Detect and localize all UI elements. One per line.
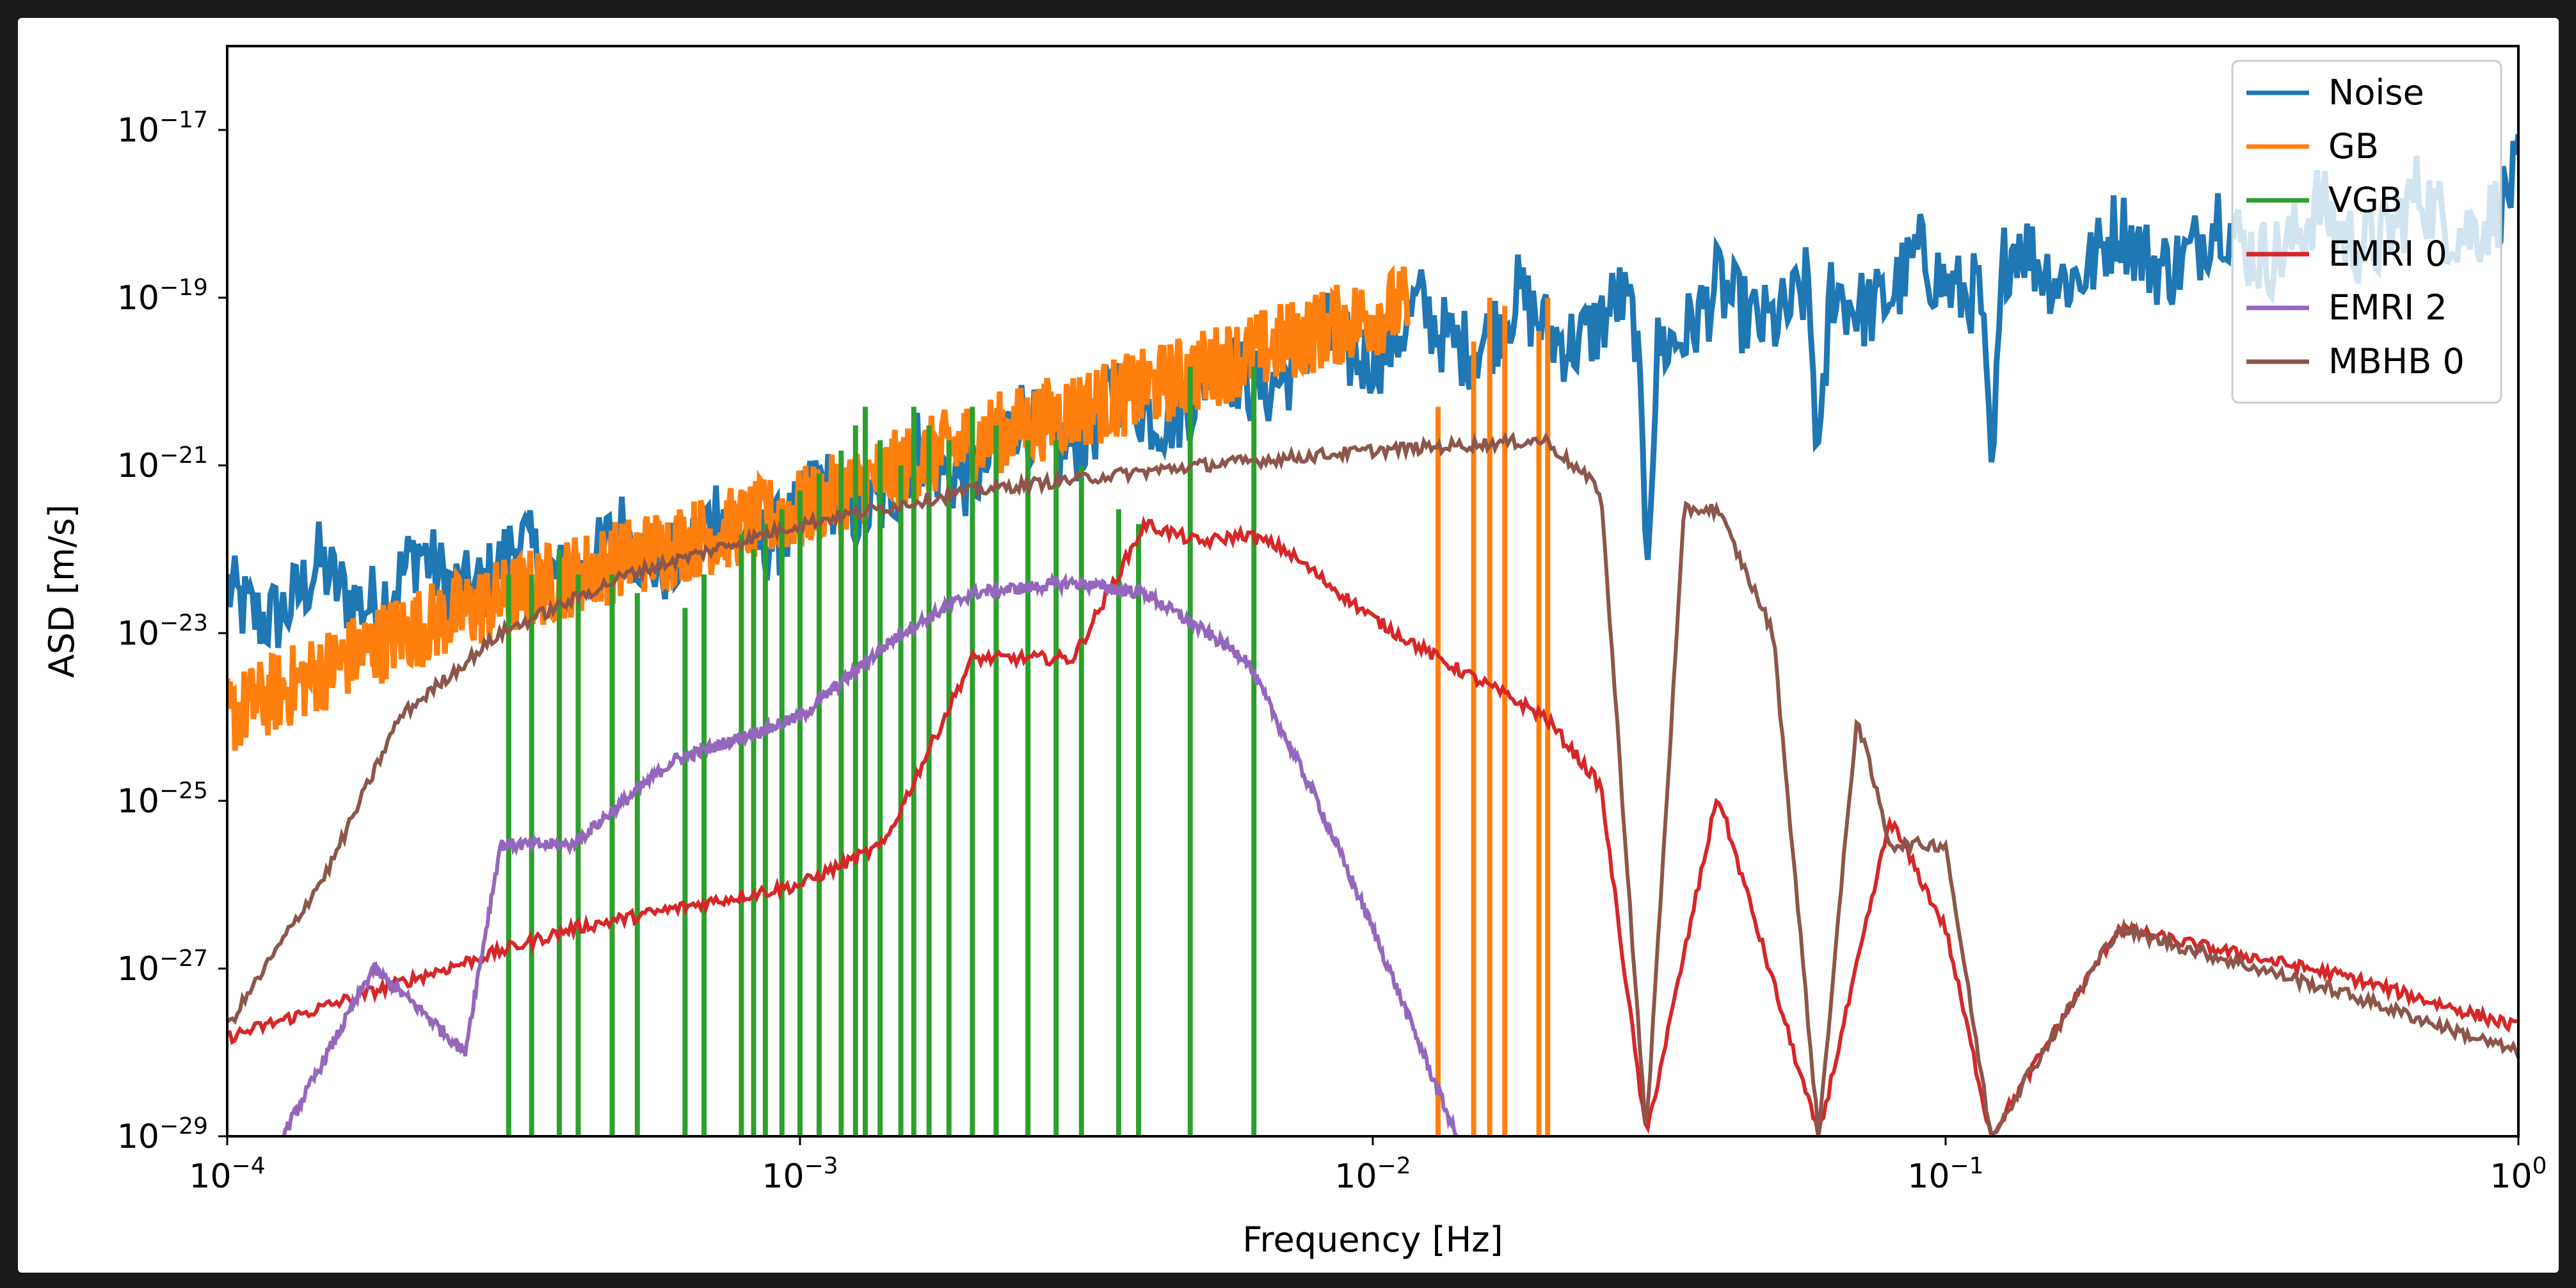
x-tick-label-3: 10−1 [1907,1153,1983,1196]
series-line-emri-2 [282,571,1459,1136]
legend-label-emri-2: EMRI 2 [2328,287,2447,328]
series-noise [227,134,2518,649]
series-layer [227,134,2518,1136]
x-tick-label-4: 100 [2490,1153,2547,1196]
y-tick-label-3: 10−23 [117,610,208,653]
series-line-mbhb-0 [227,431,2518,1136]
legend-label-mbhb-0: MBHB 0 [2328,341,2465,382]
series-line-gb [227,264,1411,751]
x-tick-label-0: 10−4 [189,1153,265,1196]
legend-label-noise: Noise [2328,72,2424,113]
y-axis-label: ASD [m/s] [42,504,82,678]
x-axis-label: Frequency [Hz] [1242,1220,1503,1260]
ticks-layer: 10−4 10−3 10−2 10−1 100 10−29 10−27 10−25 10−23 1… [117,107,2547,1196]
series-line-noise [227,134,2518,649]
y-tick-label-1: 10−27 [117,946,208,988]
x-tick-label-2: 10−2 [1334,1153,1411,1196]
legend-label-vgb: VGB [2328,180,2403,220]
series-emri-2 [282,571,1459,1136]
legend-label-gb: GB [2328,126,2379,166]
series-vgb [506,366,1257,1136]
series-gb [227,264,1551,1136]
legend: Noise GB VGB EMRI 0 EMRI 2 MBHB 0 [2231,60,2502,404]
y-tick-label-2: 10−25 [117,778,208,821]
legend-label-emri-0: EMRI 0 [2328,234,2447,274]
y-tick-label-5: 10−19 [117,275,208,318]
y-tick-label-0: 10−29 [117,1113,208,1156]
chart-frame [18,18,2559,1273]
y-tick-label-6: 10−17 [117,107,208,150]
x-tick-label-1: 10−3 [762,1153,838,1196]
y-tick-label-4: 10−21 [117,442,208,485]
series-mbhb-0 [227,431,2518,1136]
